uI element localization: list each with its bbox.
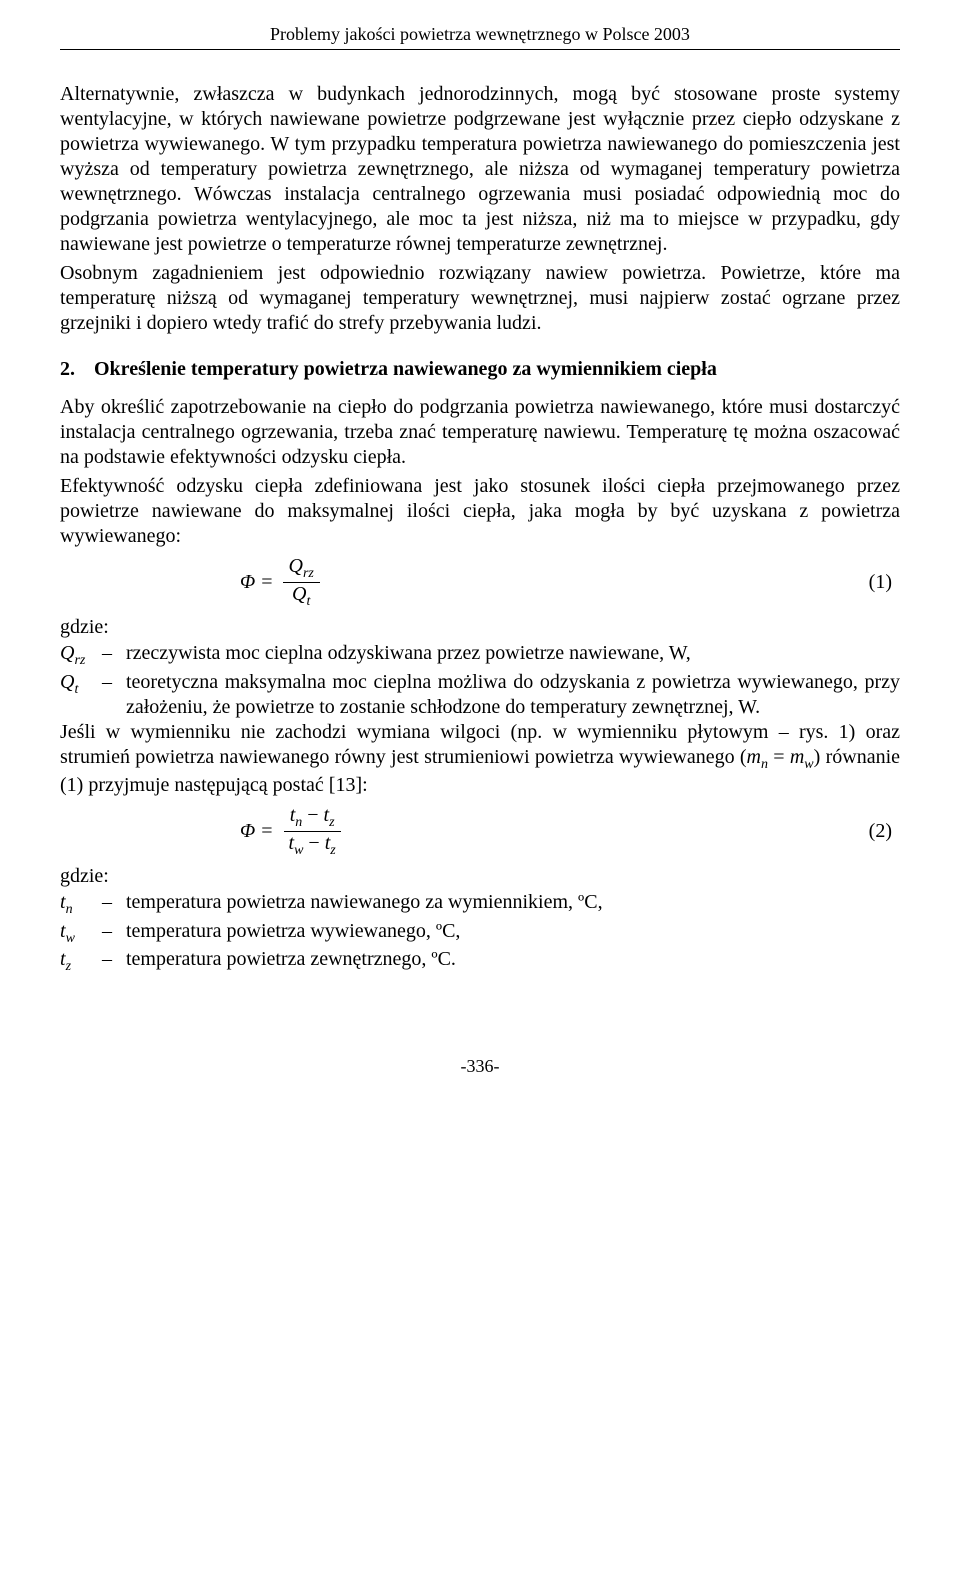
mn-eq: = [768, 746, 790, 768]
def4-sub: w [66, 931, 75, 946]
definition-qt: Qt – teoretyczna maksymalna moc cieplna … [60, 670, 900, 720]
def-tn-dash: – [102, 890, 126, 919]
eq1-num-sub: rz [303, 566, 314, 581]
eq1-numerator: Qrz [283, 555, 320, 583]
equation-1: Φ = Qrz Qt (1) [60, 555, 900, 610]
page: Problemy jakości powietrza wewnętrznego … [0, 0, 960, 1117]
section-title-text: Określenie temperatury powietrza nawiewa… [94, 358, 717, 380]
eq2-num-b-sub: z [329, 815, 334, 830]
eq1-den-sub: t [306, 594, 310, 609]
mw-sub: w [804, 757, 813, 772]
paragraph-2: Osobnym zagadnieniem jest odpowiednio ro… [60, 261, 900, 336]
def1-sub: rz [74, 653, 85, 668]
page-header: Problemy jakości powietrza wewnętrznego … [60, 24, 900, 50]
def-tw-text: temperatura powietrza wywiewanego, ºC, [126, 919, 900, 948]
eq1-fraction: Qrz Qt [283, 555, 320, 610]
eq1-equals: = [261, 571, 272, 594]
def-qrz-symbol: Qrz [60, 641, 102, 670]
eq2-den-b-sub: z [330, 843, 335, 858]
def1-sym: Q [60, 642, 74, 664]
definition-tn: tn – temperatura powietrza nawiewanego z… [60, 890, 900, 919]
eq2-denominator: tw − tz [283, 832, 342, 859]
paragraph-4: Efektywność odzysku ciepła zdefiniowana … [60, 474, 900, 549]
def-tn-symbol: tn [60, 890, 102, 919]
definition-tw: tw – temperatura powietrza wywiewanego, … [60, 919, 900, 948]
def-qrz-text: rzeczywista moc cieplna odzyskiwana prze… [126, 641, 900, 670]
def3-sub: n [66, 902, 73, 917]
def-tn-text: temperatura powietrza nawiewanego za wym… [126, 890, 900, 919]
def5-sub: z [66, 959, 71, 974]
mn-sym: m [747, 746, 761, 768]
eq2-fraction: tn − tz tw − tz [283, 804, 342, 859]
equation-1-body: Φ = Qrz Qt [240, 555, 324, 610]
equation-2-label: (2) [869, 820, 900, 843]
paragraph-1: Alternatywnie, zwłaszcza w budynkach jed… [60, 82, 900, 257]
equation-2-body: Φ = tn − tz tw − tz [240, 804, 346, 859]
eq2-equals: = [261, 820, 272, 843]
def-tz-symbol: tz [60, 947, 102, 976]
def-qrz-dash: – [102, 641, 126, 670]
def-tw-symbol: tw [60, 919, 102, 948]
paragraph-3: Aby określić zapotrzebowanie na ciepło d… [60, 395, 900, 470]
equation-1-label: (1) [869, 571, 900, 594]
where-2: gdzie: [60, 865, 900, 888]
def2-sym: Q [60, 671, 74, 693]
mw-sym: m [790, 746, 804, 768]
mn-sub: n [761, 757, 768, 772]
eq2-num-minus: − [302, 804, 323, 826]
definition-tz: tz – temperatura powietrza zewnętrznego,… [60, 947, 900, 976]
def-qt-dash: – [102, 670, 126, 720]
eq2-numerator: tn − tz [284, 804, 341, 832]
paragraph-5: Jeśli w wymienniku nie zachodzi wymiana … [60, 720, 900, 799]
eq2-lhs: Φ [240, 820, 255, 843]
page-number: -336- [60, 1056, 900, 1077]
eq1-den-sym: Q [292, 583, 306, 605]
equation-2: Φ = tn − tz tw − tz (2) [60, 804, 900, 859]
where-1: gdzie: [60, 616, 900, 639]
def-tz-text: temperatura powietrza zewnętrznego, ºC. [126, 947, 900, 976]
eq1-lhs: Φ [240, 571, 255, 594]
section-number: 2. [60, 358, 94, 381]
def-tw-dash: – [102, 919, 126, 948]
def-tz-dash: – [102, 947, 126, 976]
definition-qrz: Qrz – rzeczywista moc cieplna odzyskiwan… [60, 641, 900, 670]
def-qt-text: teoretyczna maksymalna moc cieplna możli… [126, 670, 900, 720]
def2-sub: t [74, 682, 78, 697]
eq2-den-minus: − [303, 832, 324, 854]
eq1-num-sym: Q [289, 555, 303, 577]
eq1-denominator: Qt [286, 583, 316, 610]
section-heading: 2.Określenie temperatury powietrza nawie… [60, 358, 900, 381]
def-qt-symbol: Qt [60, 670, 102, 720]
